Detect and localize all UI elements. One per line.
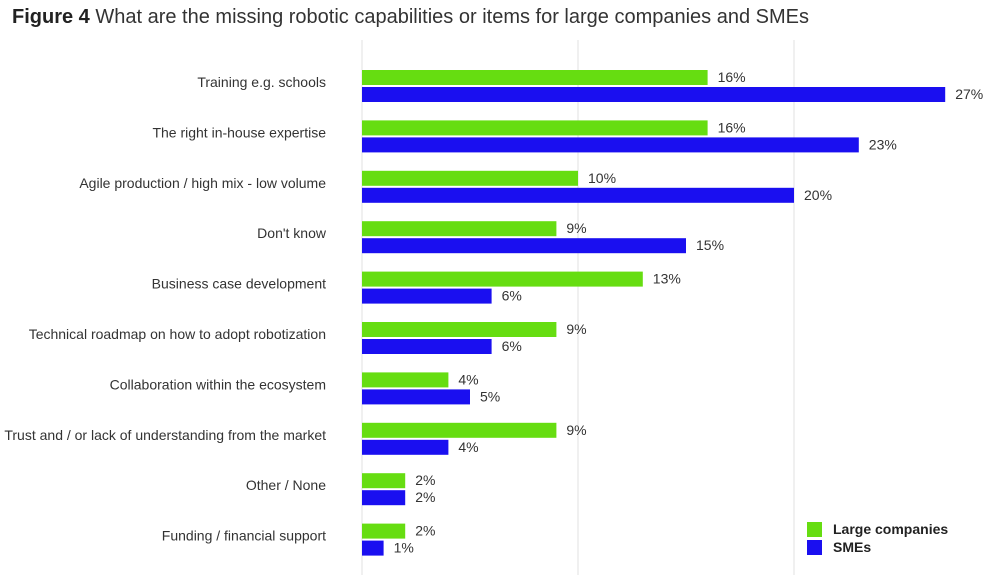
smes-bar — [362, 439, 449, 455]
large-companies-value-label: 16% — [718, 119, 746, 135]
smes-bar — [362, 389, 470, 405]
category-label: The right in-house expertise — [152, 124, 326, 140]
category-label: Business case development — [152, 276, 326, 292]
category-label: Technical roadmap on how to adopt roboti… — [29, 326, 326, 342]
category-label: Trust and / or lack of understanding fro… — [4, 427, 326, 443]
figure-number: Figure 4 — [12, 6, 90, 28]
chart-title: Figure 4 What are the missing robotic ca… — [12, 6, 809, 29]
smes-bar — [362, 137, 859, 153]
smes-value-label: 6% — [502, 288, 522, 304]
large-companies-bar — [362, 372, 449, 388]
category-label: Agile production / high mix - low volume — [79, 175, 326, 191]
large-companies-value-label: 13% — [653, 271, 681, 287]
large-companies-value-label: 2% — [415, 523, 435, 539]
large-companies-value-label: 9% — [566, 422, 586, 438]
smes-value-label: 1% — [394, 540, 414, 556]
smes-bar — [362, 238, 686, 254]
category-label: Other / None — [246, 477, 326, 493]
category-label: Collaboration within the ecosystem — [110, 376, 326, 392]
smes-bar — [362, 288, 492, 304]
smes-bar — [362, 87, 946, 102]
smes-value-label: 4% — [458, 439, 478, 455]
large-companies-bar — [362, 422, 557, 438]
smes-bar — [362, 187, 794, 203]
large-companies-bar — [362, 271, 643, 287]
smes-bar — [362, 339, 492, 354]
smes-value-label: 6% — [502, 338, 522, 354]
legend-swatch — [807, 540, 822, 555]
category-label: Training e.g. schools — [197, 74, 326, 90]
large-companies-bar — [362, 170, 578, 186]
large-companies-bar — [362, 120, 708, 136]
large-companies-value-label: 9% — [566, 321, 586, 337]
smes-value-label: 15% — [696, 237, 724, 253]
category-label: Don't know — [257, 225, 327, 241]
large-companies-bar — [362, 322, 557, 337]
legend-label: Large companies — [833, 521, 948, 537]
large-companies-bar — [362, 523, 406, 539]
large-companies-value-label: 2% — [415, 472, 435, 488]
smes-value-label: 5% — [480, 388, 500, 404]
figure-caption: What are the missing robotic capabilitie… — [95, 6, 810, 28]
smes-value-label: 20% — [804, 187, 832, 203]
legend-swatch — [807, 522, 822, 537]
large-companies-bar — [362, 70, 708, 85]
large-companies-bar — [362, 473, 406, 489]
smes-bar — [362, 490, 406, 506]
large-companies-value-label: 16% — [718, 69, 746, 85]
smes-value-label: 23% — [869, 136, 897, 152]
smes-bar — [362, 540, 384, 556]
large-companies-bar — [362, 221, 557, 237]
smes-value-label: 27% — [955, 86, 983, 102]
smes-value-label: 2% — [415, 489, 435, 505]
large-companies-value-label: 9% — [566, 220, 586, 236]
legend-label: SMEs — [833, 539, 871, 555]
large-companies-value-label: 4% — [458, 371, 478, 387]
large-companies-value-label: 10% — [588, 170, 616, 186]
category-label: Funding / financial support — [162, 528, 326, 544]
